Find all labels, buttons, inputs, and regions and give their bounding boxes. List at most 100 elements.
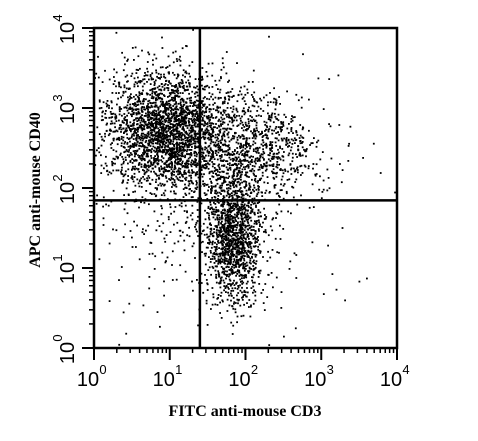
- event-dot: [115, 169, 118, 172]
- event-dot: [222, 254, 224, 257]
- event-dot: [304, 165, 307, 168]
- event-dot: [273, 97, 275, 100]
- event-dot: [243, 212, 246, 215]
- event-dot: [236, 242, 238, 245]
- event-dot: [228, 258, 231, 261]
- event-dot: [176, 156, 179, 158]
- event-dot: [131, 107, 133, 110]
- event-dot: [115, 115, 118, 117]
- event-dot: [138, 91, 141, 94]
- event-dot: [175, 128, 178, 131]
- event-dot: [226, 154, 228, 156]
- event-dot: [237, 292, 240, 294]
- event-dot: [123, 86, 126, 89]
- event-dot: [146, 61, 149, 63]
- event-dot: [158, 168, 161, 171]
- event-dot: [226, 233, 229, 236]
- event-dot: [145, 115, 147, 117]
- event-dot: [100, 172, 103, 174]
- event-dot: [180, 113, 183, 115]
- event-dot: [213, 252, 216, 255]
- event-dot: [126, 212, 129, 215]
- event-dot: [191, 280, 193, 283]
- event-dot: [166, 87, 168, 89]
- event-dot: [261, 132, 263, 135]
- event-dot: [207, 154, 210, 157]
- event-dot: [237, 156, 240, 159]
- event-dot: [160, 205, 163, 207]
- event-dot: [162, 137, 165, 139]
- event-dot: [162, 192, 165, 195]
- event-dot: [193, 120, 196, 123]
- event-dot: [240, 165, 242, 167]
- event-dot: [195, 228, 197, 231]
- event-dot: [250, 304, 252, 307]
- event-dot: [188, 144, 191, 147]
- event-dot: [148, 78, 150, 81]
- event-dot: [213, 257, 216, 260]
- event-dot: [162, 143, 164, 146]
- event-dot: [327, 244, 329, 247]
- event-dot: [270, 147, 272, 150]
- event-dot: [220, 228, 222, 231]
- event-dot: [227, 189, 230, 192]
- event-dot: [276, 171, 278, 174]
- event-dot: [244, 275, 246, 278]
- event-dot: [143, 115, 146, 117]
- event-dot: [167, 108, 170, 111]
- event-dot: [241, 134, 244, 137]
- event-dot: [271, 164, 273, 166]
- event-dot: [234, 308, 237, 311]
- event-dot: [156, 159, 159, 161]
- event-dot: [158, 177, 160, 179]
- event-dot: [260, 177, 263, 180]
- event-dot: [220, 149, 223, 151]
- event-dot: [280, 137, 283, 140]
- event-dot: [229, 221, 232, 224]
- event-dot: [220, 68, 223, 71]
- event-dot: [224, 214, 227, 217]
- event-dot: [176, 88, 179, 91]
- event-dot: [139, 115, 142, 118]
- event-dot: [203, 164, 206, 166]
- event-dot: [203, 103, 206, 106]
- event-dot: [129, 154, 131, 156]
- event-dot: [179, 168, 182, 170]
- event-dot: [149, 149, 152, 152]
- event-dot: [170, 160, 173, 163]
- event-dot: [180, 115, 183, 118]
- event-dot: [143, 169, 146, 172]
- event-dot: [191, 112, 193, 115]
- event-dot: [171, 143, 174, 145]
- event-dot: [228, 261, 230, 263]
- event-dot: [208, 138, 211, 141]
- event-dot: [197, 142, 200, 144]
- event-dot: [254, 137, 257, 140]
- event-dot: [289, 163, 292, 165]
- event-dot: [123, 106, 126, 109]
- event-dot: [253, 186, 256, 189]
- event-dot: [254, 119, 257, 122]
- event-dot: [257, 209, 260, 212]
- event-dot: [231, 305, 233, 307]
- event-dot: [217, 170, 219, 173]
- event-dot: [234, 234, 237, 237]
- event-dot: [286, 179, 289, 181]
- event-dot: [159, 77, 161, 80]
- event-dot: [225, 228, 227, 231]
- event-dot: [290, 168, 292, 171]
- event-dot: [274, 108, 277, 111]
- event-dot: [237, 245, 240, 248]
- event-dot: [243, 229, 246, 232]
- event-dot: [150, 157, 153, 159]
- event-dot: [217, 174, 219, 177]
- event-dot: [153, 149, 155, 152]
- event-dot: [228, 140, 231, 143]
- event-dot: [242, 234, 245, 236]
- event-dot: [221, 242, 224, 245]
- event-dot: [226, 144, 229, 147]
- event-dot: [216, 248, 218, 251]
- event-dot: [185, 187, 188, 189]
- event-dot: [155, 123, 157, 126]
- event-dot: [131, 145, 134, 148]
